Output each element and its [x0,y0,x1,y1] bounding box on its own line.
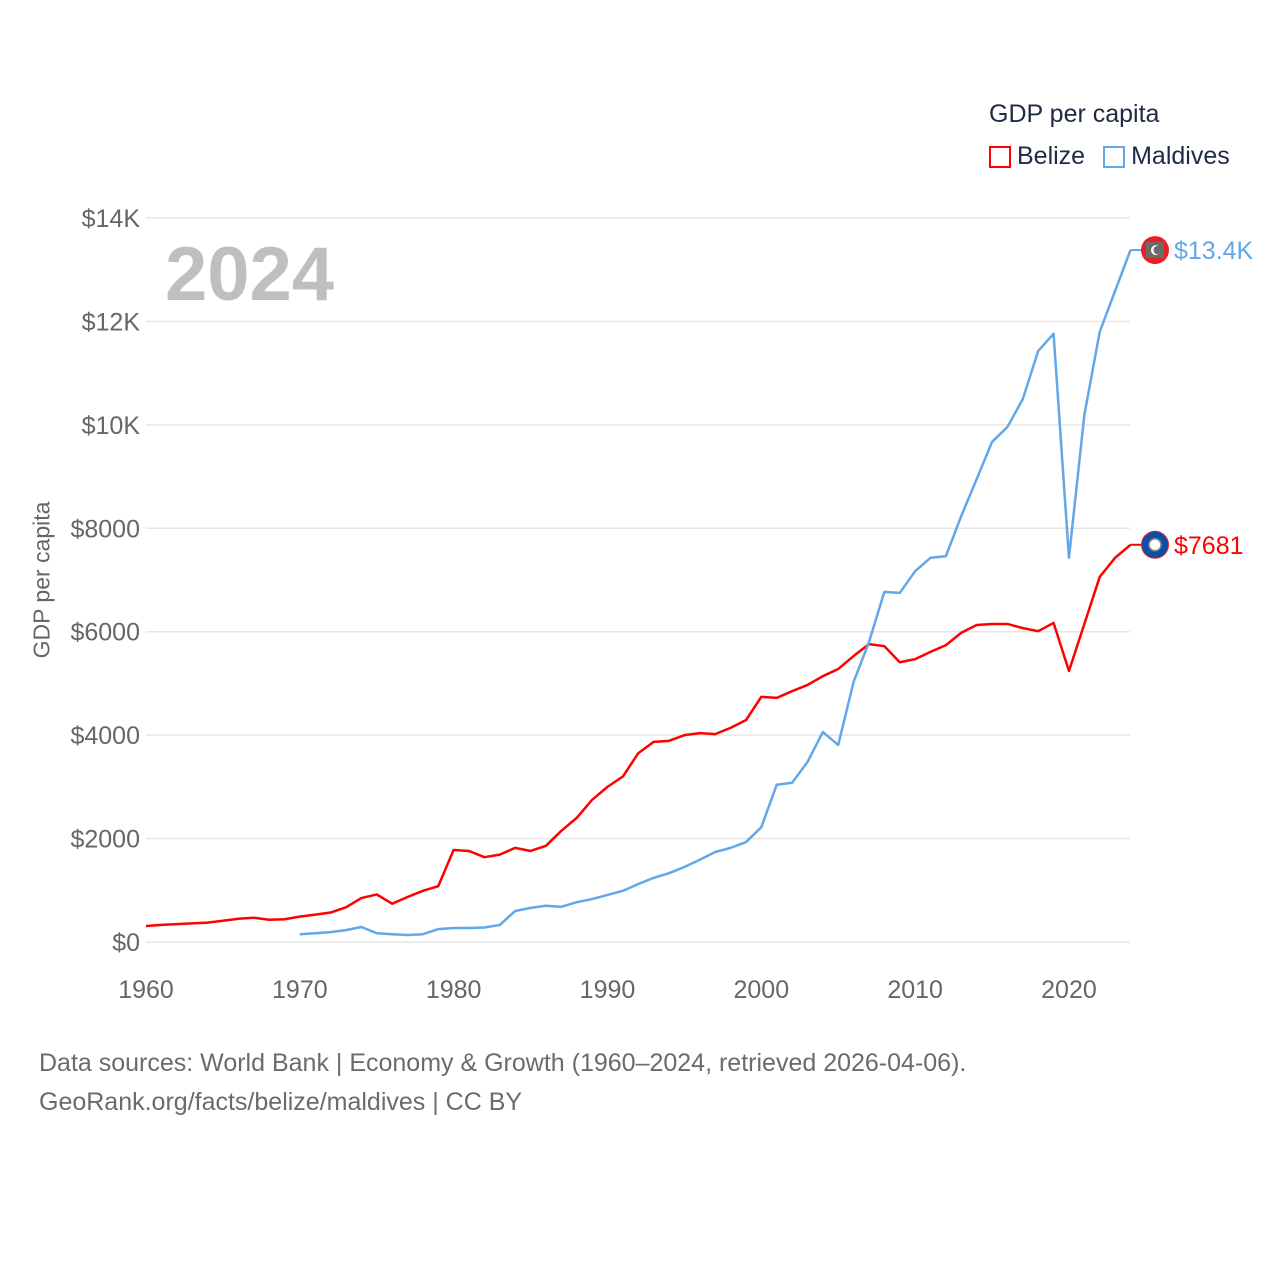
x-tick-label: 1990 [580,976,636,1004]
year-label: 2024 [165,232,334,317]
y-tick-label: $8000 [70,515,140,543]
legend-title: GDP per capita [989,100,1160,128]
belize-emblem-icon [1148,538,1162,552]
legend: Belize Maldives [989,142,1230,171]
legend-item-maldives[interactable]: Maldives [1103,142,1230,171]
legend-label: Maldives [1131,142,1230,170]
y-tick-label: $4000 [70,722,140,750]
end-value-label: $7681 [1174,532,1244,560]
y-tick-label: $2000 [70,826,140,854]
x-tick-label: 1980 [426,976,482,1004]
series-line-belize [145,543,1132,928]
belize-swatch [989,145,1011,168]
end-value-label: $13.4K [1174,237,1254,265]
series-line-maldives [299,249,1132,937]
x-tick-label: 2020 [1041,976,1097,1004]
y-tick-label: $0 [112,929,140,957]
data-source-text: Data sources: World Bank | Economy & Gro… [39,1049,967,1077]
y-tick-label: $6000 [70,619,140,647]
y-tick-label: $12K [82,308,141,336]
x-tick-label: 2000 [734,976,790,1004]
x-tick-label: 1960 [118,976,174,1004]
legend-item-belize[interactable]: Belize [989,142,1085,171]
x-tick-label: 2010 [887,976,943,1004]
attribution-link[interactable]: GeoRank.org/facts/belize/maldives | CC B… [39,1088,523,1116]
legend-label: Belize [1017,142,1086,170]
y-tick-label: $14K [82,205,141,233]
x-tick-label: 1970 [272,976,328,1004]
footer: Data sources: World Bank | Economy & Gro… [39,1044,966,1122]
maldives-swatch [1103,145,1126,168]
y-tick-label: $10K [82,412,141,440]
crescent-cut [1153,245,1163,255]
y-axis-label: GDP per capita [28,501,55,659]
